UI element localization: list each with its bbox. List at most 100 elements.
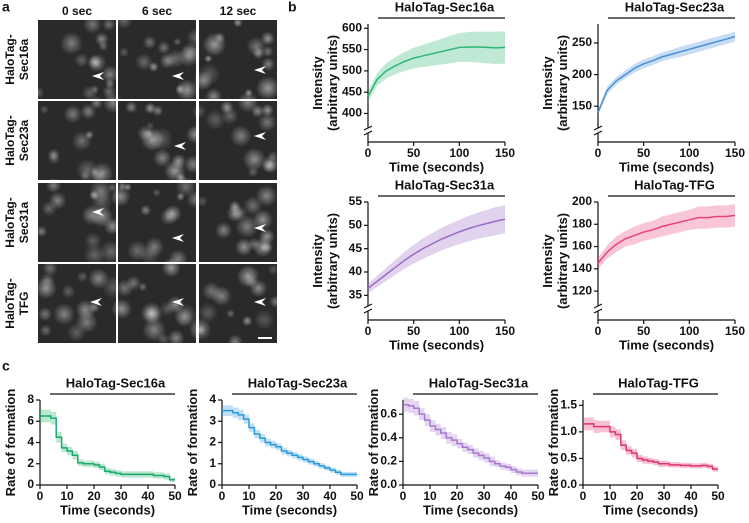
y-tick-label: 0 xyxy=(209,477,216,491)
x-tick-label: 30 xyxy=(657,489,671,503)
speckle xyxy=(157,41,171,55)
arrowhead xyxy=(92,208,104,216)
speckle xyxy=(159,301,175,317)
speckle xyxy=(135,53,153,71)
y-tick-label: 0.6 xyxy=(380,406,397,420)
speckle xyxy=(204,54,213,63)
row-label-line: TFG xyxy=(17,292,31,316)
chart-title: HaloTag-Sec16a xyxy=(66,375,166,390)
speckle xyxy=(183,154,203,174)
speckle xyxy=(188,317,212,341)
speckle xyxy=(101,17,116,32)
x-tick-label: 50 xyxy=(637,324,651,338)
y-axis-label-line: Rate of formation xyxy=(366,389,381,497)
x-tick-label: 150 xyxy=(725,324,745,338)
speckle xyxy=(42,260,58,277)
speckle xyxy=(140,127,164,152)
speckle xyxy=(241,315,253,327)
y-axis-label-line: (arbitrary units) xyxy=(555,213,570,309)
x-axis-label: Time (seconds) xyxy=(603,502,698,517)
error-band xyxy=(403,397,538,477)
chart-title: HaloTag-Sec31a xyxy=(395,177,495,192)
y-tick-label: 50 xyxy=(349,218,363,232)
x-tick-label: 10 xyxy=(242,489,256,503)
chart-title: HaloTag-TFG xyxy=(634,177,715,192)
arrowhead xyxy=(174,142,186,150)
data-line xyxy=(403,403,538,474)
chart-title: HaloTag-Sec31a xyxy=(429,375,529,390)
speckle xyxy=(262,159,276,173)
x-axis-label: Time (seconds) xyxy=(60,502,155,517)
y-axis-label: Intensity(arbitrary units) xyxy=(540,35,570,131)
y-tick-label: 0.5 xyxy=(560,451,577,465)
chart-title: HaloTag-Sec23a xyxy=(248,375,348,390)
axis-break xyxy=(363,303,373,314)
row-label: HaloTag-TFG xyxy=(3,278,31,328)
arrowhead xyxy=(254,224,266,232)
x-tick-label: 0 xyxy=(580,489,587,503)
speckle xyxy=(35,277,57,300)
x-tick-label: 0 xyxy=(365,146,372,160)
speckle xyxy=(267,150,279,162)
row-label-line: Sec16a xyxy=(17,38,31,80)
speckle xyxy=(114,11,133,30)
y-axis-label-line: Rate of formation xyxy=(546,389,561,497)
speckle xyxy=(232,17,243,28)
arrowhead xyxy=(254,132,266,140)
y-tick-label: 500 xyxy=(342,63,362,77)
speckle xyxy=(89,190,100,201)
y-axis-label-line: Rate of formation xyxy=(185,389,200,497)
arrowhead xyxy=(254,66,266,74)
y-tick-label: 600 xyxy=(342,20,362,34)
speckle xyxy=(138,282,148,292)
speckle xyxy=(191,104,207,119)
x-axis-label: Time (seconds) xyxy=(389,159,484,174)
y-axis-label: Rate of formation xyxy=(3,389,18,497)
x-tick-label: 50 xyxy=(531,489,545,503)
x-tick-label: 50 xyxy=(711,489,725,503)
axis-break xyxy=(593,303,603,314)
x-tick-label: 40 xyxy=(684,489,698,503)
error-band xyxy=(40,409,175,482)
error-band xyxy=(598,204,735,269)
panel-label: a xyxy=(2,0,10,15)
y-axis-label-line: Intensity xyxy=(310,56,325,110)
speckle xyxy=(166,49,186,69)
speckle xyxy=(100,65,120,84)
speckle xyxy=(152,188,162,198)
data-line xyxy=(222,409,357,476)
x-tick-label: 40 xyxy=(141,489,155,503)
y-tick-label: 160 xyxy=(572,239,592,253)
y-tick-label: 35 xyxy=(349,288,363,302)
x-tick-label: 20 xyxy=(87,489,101,503)
speckle xyxy=(197,302,218,323)
speckle xyxy=(99,240,124,264)
speckle xyxy=(229,125,252,147)
speckle xyxy=(160,208,177,226)
speckle xyxy=(35,225,48,238)
x-tick-label: 50 xyxy=(637,146,651,160)
chart-title: HaloTag-Sec16a xyxy=(395,0,495,14)
speckle xyxy=(198,63,221,86)
y-tick-label: 3 xyxy=(209,413,216,427)
x-tick-label: 30 xyxy=(477,489,491,503)
row-label-line: HaloTag- xyxy=(3,115,17,165)
data-line xyxy=(597,35,736,113)
speckle xyxy=(125,100,138,114)
speckle xyxy=(115,279,134,298)
speckle xyxy=(181,41,201,62)
y-axis-label-line: Intensity xyxy=(540,234,555,288)
speckle xyxy=(250,104,265,118)
speckle xyxy=(255,76,280,100)
speckle xyxy=(215,221,233,240)
y-tick-label: 1.0 xyxy=(560,424,577,438)
speckle xyxy=(41,200,57,217)
x-tick-label: 50 xyxy=(407,146,421,160)
chart-title: HaloTag-TFG xyxy=(618,375,699,390)
speckle xyxy=(53,303,76,326)
row-label-line: HaloTag- xyxy=(3,197,17,247)
arrowhead xyxy=(172,298,184,306)
speckle xyxy=(110,186,131,207)
speckle xyxy=(260,241,273,253)
